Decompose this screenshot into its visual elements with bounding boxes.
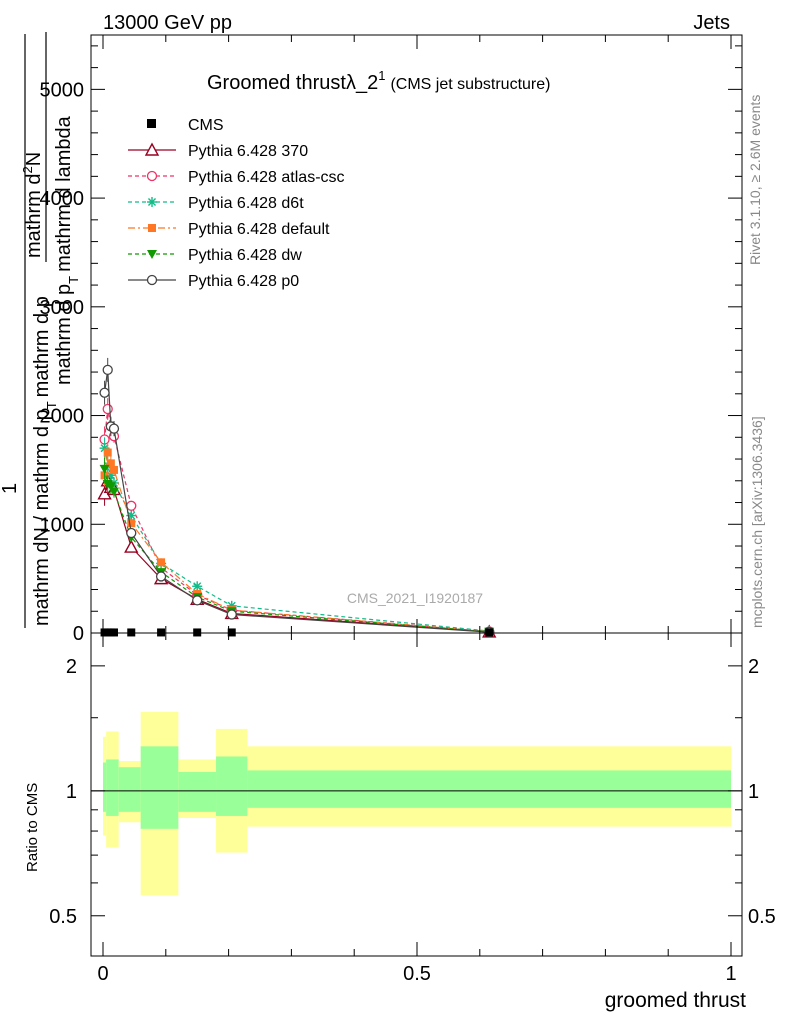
legend-label: Pythia 6.428 atlas-csc [188,169,345,186]
main-y-tick-label: 4000 [40,188,85,210]
legend-cms-marker [147,119,156,128]
legend-marker [147,250,157,259]
main-y-tick-label: 5000 [40,79,85,101]
main-plot-panel: CMS_2021_I1920187 010002000300040005000 … [40,34,743,645]
data-point [192,595,203,606]
ratio-y-tick-label-right: 1 [748,781,759,803]
header-right: Jets [693,12,730,34]
x-tick-label: 0 [97,963,108,985]
legend-cms-label: CMS [188,117,224,134]
data-point [124,539,139,553]
data-point [192,581,203,592]
ratio-y-tick-label: 2 [66,656,77,678]
legend-marker [146,274,158,286]
ratio-inner-band [103,762,107,812]
ratio-inner-band [247,770,731,808]
data-point [226,609,237,620]
data-point [97,486,112,500]
legend-label: Pythia 6.428 370 [188,143,308,160]
data-point [126,510,137,521]
legend-marker [148,224,156,232]
title-text: Groomed thrustλ_2 [207,72,378,94]
cms-data-point [157,628,166,637]
ylabel-lead: 1 [0,483,21,494]
ratio-plot-panel: 0.5 0.5 1 1 2 2 [49,632,776,957]
ratio-y-tick-label-right: 2 [748,656,759,678]
data-point [127,519,136,528]
cms-data-point [127,628,136,637]
series-line [103,479,490,633]
main-title: Groomed thrustλ_21 (CMS jet substructure) [207,68,550,94]
main-y-tick-label: 2000 [40,406,85,428]
ratio-y-tick-label: 0.5 [49,906,77,928]
cms-data-point [193,628,202,637]
ylabel-denominator-bottom: mathrm dN / mathrm d pTmathrm d p [31,296,59,626]
main-y-tick-label: 1000 [40,514,85,536]
legend: CMS Pythia 6.428 370 Pythia 6.428 atlas-cs… [128,117,345,290]
x-tick-label: 1 [725,963,736,985]
ylabel-numerator-top: mathrm d2N [20,152,45,258]
rivet-label: Rivet 3.1.10, ≥ 2.6M events [747,95,763,265]
legend-label: Pythia 6.428 d6t [188,195,304,212]
ylabel-denominator-top: mathrm d pTmathrm d lambda [53,115,81,385]
data-point [99,387,110,398]
data-point [157,558,166,567]
ratio-y-tick-label-right: 0.5 [748,906,776,928]
ratio-y-tick-label: 1 [66,781,77,803]
x-axis-label: groomed thrust [605,989,746,1012]
watermark: CMS_2021_I1920187 [347,590,483,606]
x-tick-label: 0.5 [403,963,431,985]
cms-data-point [485,628,494,637]
data-point [126,527,137,539]
data-point [99,464,110,474]
data-point [102,403,113,415]
main-y-axis-label: mathrm d2N mathrm d pTmathrm d lambda 1 … [0,32,81,628]
cms-data-point [227,628,236,637]
main-y-tick-label: 3000 [40,297,85,319]
data-point [102,364,113,376]
data-point [105,482,116,492]
data-point [108,487,119,497]
ratio-inner-band [216,756,248,816]
ratio-inner-band [140,746,179,829]
title-subtitle: (CMS jet substructure) [390,76,550,93]
mcplots-label: mcplots.cern.ch [arXiv:1306.3436] [749,416,765,628]
title-superscript: 1 [378,68,385,83]
data-point [108,423,120,434]
legend-marker [146,170,158,182]
ratio-inner-band [178,772,217,812]
ratio-inner-band [118,767,141,812]
data-point [106,459,115,468]
ratio-inner-band [106,759,119,816]
main-y-tick-label: 0 [73,623,84,645]
ratio-y-axis-label: Ratio to CMS [24,783,41,872]
legend-marker [147,197,157,207]
header-left: 13000 GeV pp [103,12,232,34]
legend-label: Pythia 6.428 default [188,221,330,238]
legend-label: Pythia 6.428 dw [188,247,302,264]
legend-label: Pythia 6.428 p0 [188,273,299,290]
cms-data-point [109,628,118,637]
data-point [103,448,112,457]
series-line [103,468,490,633]
data-point [109,465,118,474]
data-point [155,571,167,582]
legend-marker [144,142,160,156]
